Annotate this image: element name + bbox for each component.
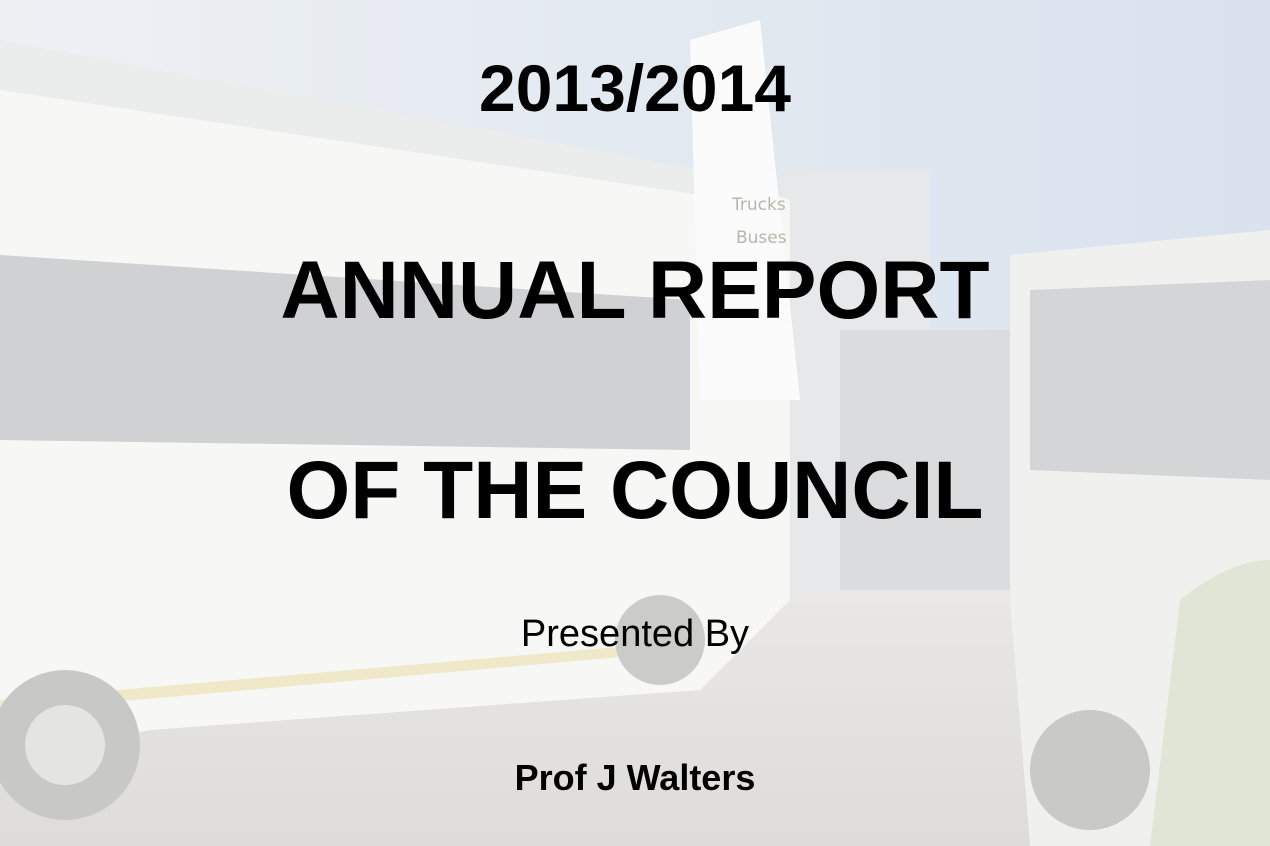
background-text: Trucks	[731, 195, 786, 215]
slide: Trucks Buses 2013/2014 ANNUAL REPORT OF …	[0, 0, 1270, 846]
background-photo: Trucks Buses	[0, 0, 1270, 846]
presenter-name: Prof J Walters	[0, 760, 1270, 796]
presented-label: Presented By	[0, 615, 1270, 653]
title-line: ANNUAL REPORT	[0, 250, 1270, 332]
title-line: OF THE COUNCIL	[0, 450, 1270, 532]
title-year: 2013/2014	[0, 55, 1270, 121]
